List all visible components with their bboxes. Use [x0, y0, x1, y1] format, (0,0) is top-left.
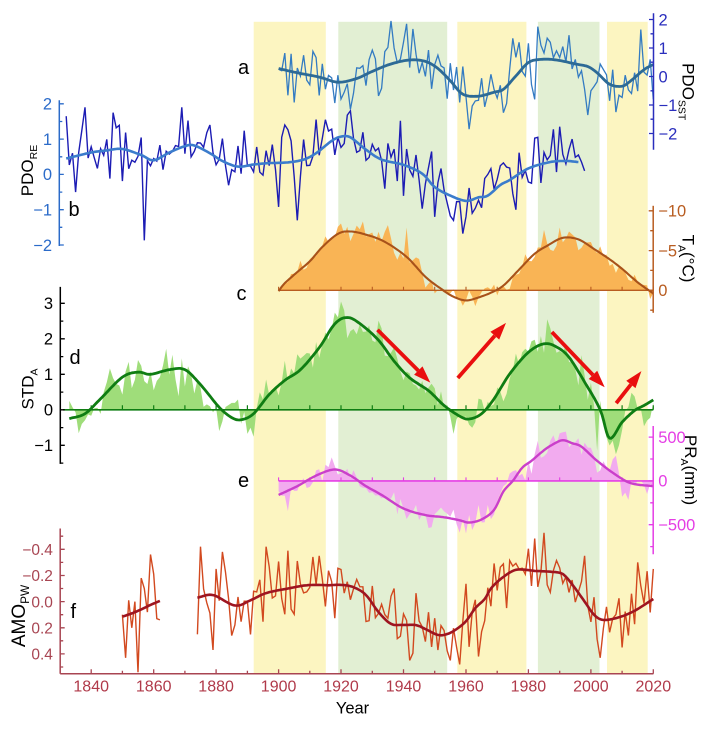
svg-text:d: d: [70, 347, 81, 369]
svg-text:1: 1: [44, 366, 53, 384]
svg-text:0.0: 0.0: [31, 594, 53, 611]
svg-text:0.4: 0.4: [31, 647, 53, 664]
svg-text:−1: −1: [33, 202, 52, 220]
svg-text:1900: 1900: [261, 679, 297, 696]
svg-text:−2: −2: [659, 125, 678, 143]
svg-text:1880: 1880: [198, 679, 234, 696]
svg-text:−2: −2: [33, 237, 52, 255]
svg-text:PDOSST: PDOSST: [676, 63, 698, 121]
svg-text:0: 0: [658, 282, 667, 300]
svg-text:1: 1: [43, 131, 52, 149]
svg-text:Year: Year: [336, 700, 370, 718]
svg-text:0: 0: [44, 402, 53, 420]
svg-text:−1: −1: [659, 97, 678, 115]
svg-text:2: 2: [659, 11, 668, 29]
svg-text:1840: 1840: [73, 679, 109, 696]
svg-text:−10: −10: [658, 203, 686, 221]
svg-text:2: 2: [43, 96, 52, 114]
svg-text:500: 500: [658, 429, 686, 447]
svg-text:2020: 2020: [636, 679, 672, 696]
svg-text:1: 1: [659, 40, 668, 58]
svg-text:0: 0: [659, 68, 668, 86]
svg-text:3: 3: [44, 295, 53, 313]
svg-text:b: b: [69, 199, 80, 221]
svg-text:f: f: [71, 601, 77, 623]
svg-text:0: 0: [43, 166, 52, 184]
svg-text:1980: 1980: [511, 679, 547, 696]
svg-text:a: a: [238, 57, 250, 79]
svg-text:STDA: STDA: [19, 368, 41, 409]
svg-text:1920: 1920: [323, 679, 359, 696]
svg-text:AMOPW: AMOPW: [9, 584, 32, 647]
svg-text:2: 2: [44, 331, 53, 349]
svg-text:1940: 1940: [386, 679, 422, 696]
svg-text:TA(°C): TA(°C): [676, 235, 698, 283]
svg-text:2000: 2000: [573, 679, 609, 696]
svg-text:0: 0: [658, 473, 667, 491]
svg-text:−1: −1: [34, 437, 53, 455]
svg-text:PDORE: PDORE: [18, 145, 40, 196]
svg-text:c: c: [237, 283, 247, 305]
svg-text:−500: −500: [658, 517, 695, 535]
svg-text:−0.2: −0.2: [22, 568, 53, 585]
svg-text:1960: 1960: [448, 679, 484, 696]
svg-text:e: e: [238, 470, 249, 492]
svg-text:−0.4: −0.4: [22, 542, 53, 559]
svg-text:0.2: 0.2: [31, 621, 53, 638]
svg-text:PRA(mm): PRA(mm): [678, 435, 700, 505]
svg-text:−5: −5: [658, 242, 677, 260]
svg-text:1860: 1860: [136, 679, 172, 696]
